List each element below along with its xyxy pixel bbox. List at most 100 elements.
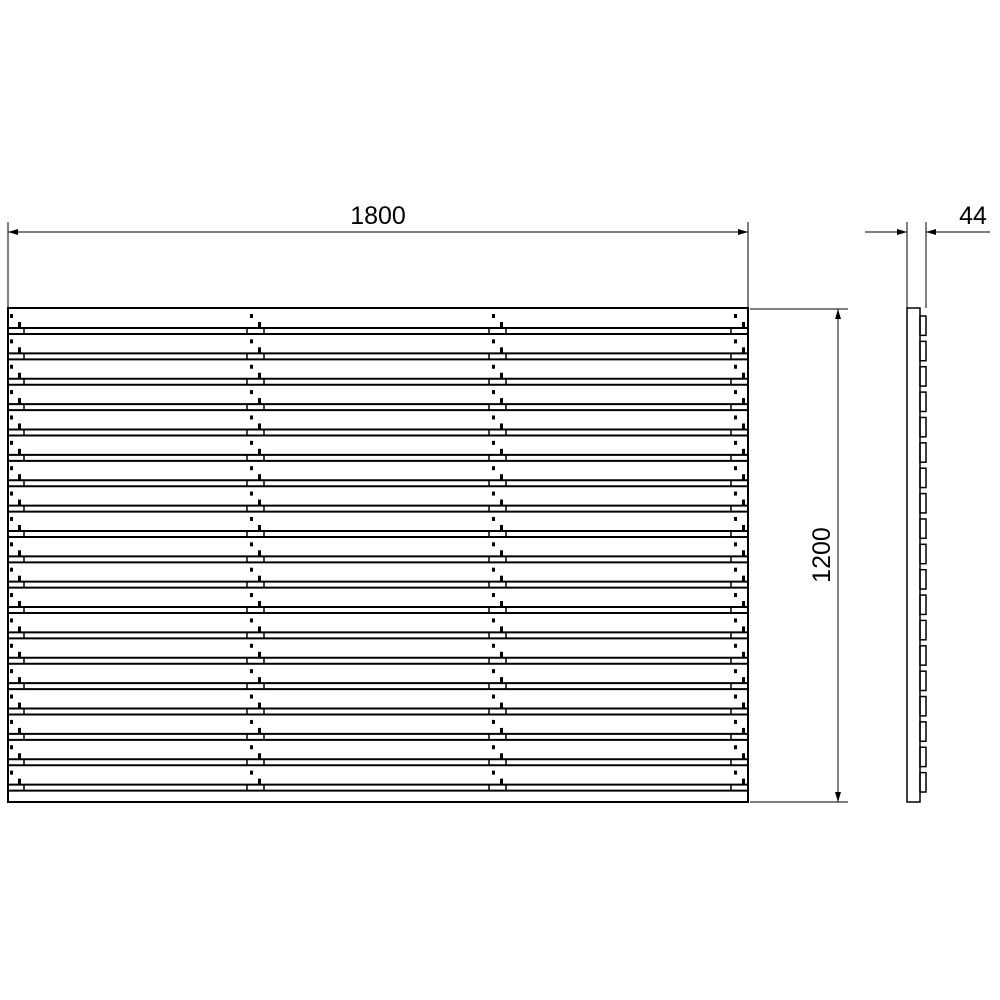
fixing-nail [742,524,745,531]
fixing-nail [10,669,13,674]
fixing-nail [500,372,503,379]
fixing-nail [492,466,495,471]
fixing-nail [258,322,261,328]
fixing-nail [10,770,13,775]
fixing-nail [742,423,745,430]
fixing-nail [734,567,737,572]
fixing-nail [258,448,261,455]
fixing-nail [258,499,261,506]
fixing-nail [250,415,253,420]
fixing-nail [258,372,261,379]
fixing-nail [10,339,13,344]
side-slat [919,442,927,463]
fixing-nail [734,516,737,521]
fixing-nail [10,364,13,369]
fixing-nail [492,440,495,445]
fixing-nail [18,474,21,481]
fixing-nail [18,702,21,709]
fixing-nail [500,601,503,608]
fixing-nail [500,550,503,557]
front-elevation [7,307,749,803]
side-slat [919,721,927,743]
fixing-nail [258,778,261,785]
fixing-nail [492,770,495,775]
fixing-nail [742,550,745,557]
fixing-nail [492,491,495,496]
fixing-nail [734,618,737,623]
fixing-nail [500,778,503,785]
side-slat [919,645,927,666]
fixing-nail [258,423,261,430]
fixing-nail [734,491,737,496]
fixing-nail [10,415,13,420]
side-frame [906,307,921,803]
fixing-nail [250,516,253,521]
fixing-nail [18,398,21,405]
fixing-nail [742,372,745,379]
fixing-nail [18,347,21,354]
side-slat [919,568,927,590]
fixing-nail [492,390,495,395]
fixing-nail [734,669,737,674]
fixing-nail [250,440,253,445]
fixing-nail [258,651,261,658]
fixing-nail [10,593,13,598]
fixing-nail [258,677,261,684]
fixing-nail [18,372,21,379]
fixing-nail [500,575,503,582]
fixing-nail [500,677,503,684]
fixing-nail [500,702,503,709]
fixing-nail [250,567,253,572]
fixing-nail [500,347,503,354]
side-slat [919,619,927,641]
fixing-nail [18,423,21,430]
depth-dimension [865,222,990,308]
width-dimension [7,222,749,308]
fixing-nail [742,727,745,734]
fixing-nail [742,575,745,582]
fixing-nail [742,753,745,760]
fixing-nail [734,542,737,547]
fixing-nail [500,322,503,328]
fixing-nail [250,770,253,775]
fixing-nail [492,567,495,572]
fixing-nail [500,448,503,455]
fixing-nail [258,524,261,531]
side-slat [919,467,927,489]
fixing-nail [18,448,21,455]
fixing-nail [10,643,13,648]
side-slat [919,492,927,514]
fixing-nail [258,474,261,481]
fixing-nail [250,339,253,344]
fixing-nail [10,694,13,699]
fixing-nail [500,499,503,506]
fixing-nail [742,702,745,709]
fixing-nail [742,778,745,785]
fixing-nail [250,593,253,598]
fixing-nail [734,593,737,598]
fixing-nail [734,466,737,471]
fixing-nail [18,499,21,506]
fixing-nail [258,702,261,709]
fixing-nail [250,669,253,674]
fixing-nail [742,677,745,684]
fixing-nail [742,601,745,608]
fixing-nail [250,491,253,496]
side-elevation [906,307,927,803]
fixing-nail [734,694,737,699]
fixing-nail [10,390,13,395]
fixing-nail [492,542,495,547]
fixing-nail [18,651,21,658]
side-slat [919,315,927,337]
fixing-nail [258,575,261,582]
fixing-nail [250,364,253,369]
side-slat [919,670,927,692]
fixing-nail [492,745,495,750]
fixing-nail [734,415,737,420]
fixing-nail [10,466,13,471]
fixing-nail [742,398,745,405]
fixing-nail [492,364,495,369]
fixing-nail [250,390,253,395]
side-slat [919,391,927,413]
